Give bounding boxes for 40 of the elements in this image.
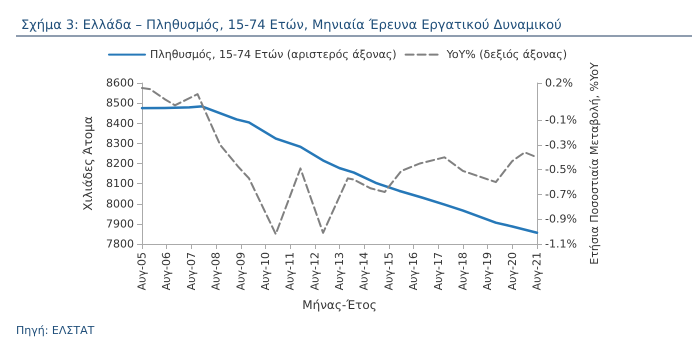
x-tick-label: Αυγ-17	[432, 252, 445, 290]
x-tick-label: Αυγ-07	[184, 252, 198, 290]
x-tick-label: Αυγ-06	[160, 252, 174, 290]
y2-tick-label: -0.5%	[545, 163, 577, 176]
y-tick-label: 8300	[106, 136, 134, 150]
y2-tick-label: -1.1%	[545, 238, 577, 250]
x-axis-title: Μήνας-Έτος	[302, 298, 377, 312]
x-tick-label: Αυγ-20	[506, 252, 519, 290]
x-tick-label: Αυγ-18	[456, 252, 470, 290]
y-tick-label: 8000	[106, 197, 134, 210]
x-tick-label: Αυγ-21	[530, 252, 544, 290]
y2-axis-title: Ετήσια Ποσοστιαία Μεταβολή, %YoY	[588, 62, 601, 265]
chart-title: Σχήμα 3: Ελλάδα – Πληθυσμός, 15-74 Ετών, Μηνιαία Έρευνα Εργατικού Δυναμικού	[21, 18, 562, 33]
x-tick-label: Αυγ-15	[382, 252, 396, 290]
y-tick-label: 8100	[106, 177, 134, 190]
y2-tick-label: -0.3%	[545, 138, 577, 152]
x-tick-label: Αυγ-14	[358, 252, 371, 290]
x-tick-label: Αυγ-09	[234, 252, 248, 290]
x-tick-label: Αυγ-08	[210, 252, 223, 290]
x-tick-label: Αυγ-16	[407, 252, 420, 290]
y2-tick-label: -0.7%	[545, 188, 577, 201]
x-tick-label: Αυγ-13	[333, 252, 346, 290]
y-tick-label: 7900	[106, 217, 134, 230]
x-tick-label: Αυγ-10	[258, 252, 272, 290]
x-tick-label: Αυγ-11	[284, 252, 297, 290]
x-tick-label: Αυγ-05	[136, 252, 148, 290]
y-tick-label: 8600	[106, 76, 134, 90]
y2-tick-label: -0.9%	[545, 212, 577, 226]
y2-tick-label: 0.2%	[545, 76, 573, 90]
y2-tick-label: -0.1%	[545, 114, 577, 127]
text: Πηγή: ΕΛΣΤΑΤ	[16, 324, 95, 337]
legend-label: YoY% (δεξιός άξονας)	[446, 48, 568, 62]
y-tick-label: 8400	[106, 116, 134, 130]
x-tick-label: Αυγ-12	[308, 252, 322, 290]
y-tick-label: 8200	[106, 157, 134, 170]
legend-label: Πληθυσμός, 15-74 Ετών (αριστερός άξονας)	[150, 48, 397, 62]
y-tick-label: 8500	[106, 96, 134, 110]
x-tick-label: Αυγ-19	[481, 252, 494, 290]
y-tick-label: 7800	[106, 238, 134, 250]
y-axis-title: Χιλιάδες Άτομα	[81, 116, 95, 211]
